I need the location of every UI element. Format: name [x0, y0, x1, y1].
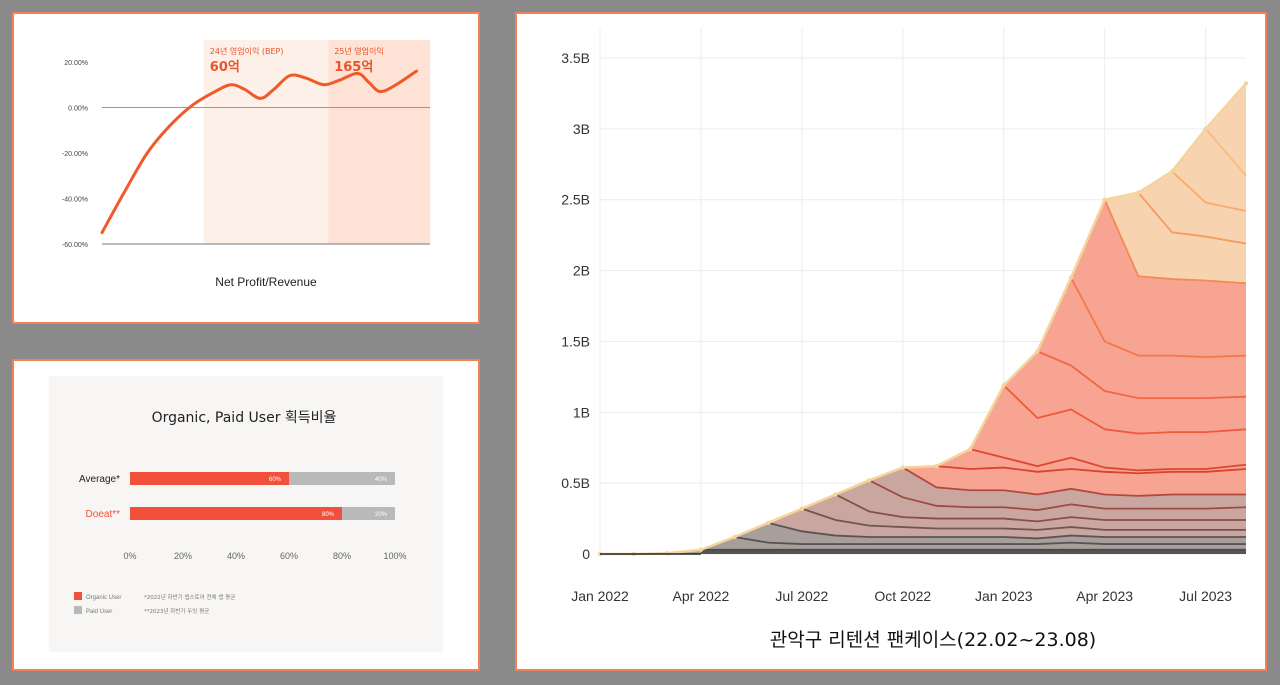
- x-tick-label: Jan 2022: [571, 588, 629, 604]
- cohort-line: [1204, 128, 1247, 177]
- x-tick-label: Jul 2022: [775, 588, 828, 604]
- cohort-line: [868, 479, 1247, 511]
- cohort-line: [1137, 192, 1247, 245]
- cohort-line: [936, 465, 1247, 475]
- bar-segment: [130, 472, 289, 485]
- footnote: *2022년 하반기 앱스토어 전체 앱 평균: [144, 593, 235, 601]
- area-base: [600, 522, 1246, 554]
- cohort-line: [1037, 350, 1247, 400]
- total-point: [1068, 275, 1074, 280]
- total-point: [1136, 190, 1141, 195]
- retention-panel: 3.5B 3B 2.5B 2B 1.5B 1B 0.5B 0 Jan 2022 Apr 2022 J…: [515, 12, 1267, 671]
- y-tick-label: 3B: [573, 121, 590, 137]
- cohort-line: [902, 466, 1246, 497]
- chart-title: 관악구 리텐션 팬케이스(22.02~23.08): [770, 629, 1096, 651]
- x-tick-label: Apr 2023: [1076, 588, 1133, 604]
- y-tick-label: 1.5B: [561, 333, 590, 349]
- cohort-line: [801, 507, 1246, 531]
- total-point: [833, 492, 838, 497]
- band-2025-value: 165억: [334, 60, 373, 75]
- chart-title: Organic, Paid User 획득비율: [152, 410, 337, 426]
- x-tick-label: Jan 2023: [975, 588, 1033, 604]
- cohort-line: [1003, 384, 1247, 435]
- chart-title: Net Profit/Revenue: [215, 275, 317, 289]
- y-tick-label: 1B: [573, 404, 590, 420]
- bar-segment: [289, 472, 395, 485]
- cohort-line: [1171, 170, 1247, 212]
- cohort-line: [1103, 199, 1247, 285]
- y-tick-label: 2.5B: [561, 192, 590, 208]
- retention-chart: 3.5B 3B 2.5B 2B 1.5B 1B 0.5B 0 Jan 2022 Apr 2022 J…: [561, 28, 1249, 651]
- cohort-line: [969, 448, 1247, 472]
- x-tick-label: Apr 2022: [673, 588, 730, 604]
- total-point: [799, 506, 805, 511]
- band-2025-label: 25년 영업이익: [334, 46, 384, 56]
- y-tick-label: 3.5B: [561, 50, 590, 66]
- x-tick-label: 100%: [383, 551, 406, 561]
- bar-value-label: 60%: [269, 477, 282, 483]
- acquisition-panel: Organic, Paid User 획득비율 Average* 60% 40% Doe…: [12, 359, 480, 671]
- net-profit-chart: 24년 영업이익 (BEP) 60억 25년 영업이익 165억 20.00% 0.00%…: [62, 40, 430, 289]
- bar-segment: [342, 507, 395, 520]
- area-mid: [600, 199, 1246, 554]
- bar-segment: [130, 507, 342, 520]
- total-point: [934, 463, 939, 469]
- x-tick-label: 0%: [123, 551, 136, 561]
- total-point: [1001, 383, 1006, 388]
- x-tick-label: Jul 2023: [1179, 588, 1232, 604]
- area-bottom-strip: [700, 549, 1246, 554]
- total-point: [732, 534, 737, 540]
- total-point: [1243, 81, 1249, 86]
- y-tick-label: 0.5B: [561, 475, 590, 491]
- cohort-line: [734, 536, 1246, 545]
- band-2024-label: 24년 영업이익 (BEP): [210, 46, 284, 56]
- total-point: [1035, 349, 1040, 354]
- bar-value-label: 20%: [375, 512, 388, 518]
- x-tick-label: 60%: [280, 551, 298, 561]
- y-tick-label: -40.00%: [62, 197, 88, 204]
- bar-value-label: 40%: [375, 477, 388, 483]
- category-label: Doeat**: [86, 509, 121, 520]
- x-tick-label: Oct 2022: [874, 588, 931, 604]
- band-2024-value: 60억: [210, 60, 240, 75]
- cohort-line: [768, 521, 1246, 540]
- bar-value-label: 80%: [322, 512, 335, 518]
- cohort-line: [1070, 277, 1247, 358]
- total-point: [1169, 169, 1175, 174]
- y-tick-label: -60.00%: [62, 242, 88, 249]
- x-tick-label: 80%: [333, 551, 351, 561]
- total-point: [866, 478, 872, 483]
- y-tick-label: 0.00%: [68, 106, 88, 113]
- legend-label: Paid User: [86, 609, 112, 615]
- total-point: [900, 465, 906, 470]
- net-profit-panel: 24년 영업이익 (BEP) 60억 25년 영업이익 165억 20.00% 0.00%…: [12, 12, 480, 324]
- total-point: [967, 446, 973, 452]
- total-point: [766, 520, 771, 526]
- footnote: **2023년 하반기 두잇 평균: [144, 607, 209, 615]
- x-tick-label: 20%: [174, 551, 192, 561]
- category-label: Average*: [79, 474, 120, 485]
- legend-swatch: [74, 592, 82, 600]
- y-tick-label: 2B: [573, 263, 590, 279]
- total-point: [1203, 126, 1208, 132]
- y-tick-label: -20.00%: [62, 151, 88, 158]
- legend-label: Organic User: [86, 595, 121, 601]
- band-2024: [203, 40, 329, 244]
- x-tick-label: 40%: [227, 551, 245, 561]
- cohort-line: [835, 493, 1246, 523]
- legend-swatch: [74, 606, 82, 614]
- total-line: [600, 82, 1247, 556]
- profit-line: [100, 69, 418, 235]
- y-tick-label: 20.00%: [64, 60, 88, 67]
- total-point: [698, 547, 704, 552]
- acquisition-chart: Organic, Paid User 획득비율 Average* 60% 40% Doe…: [49, 376, 443, 652]
- y-tick-label: 0: [582, 546, 590, 562]
- total-point: [1102, 197, 1107, 202]
